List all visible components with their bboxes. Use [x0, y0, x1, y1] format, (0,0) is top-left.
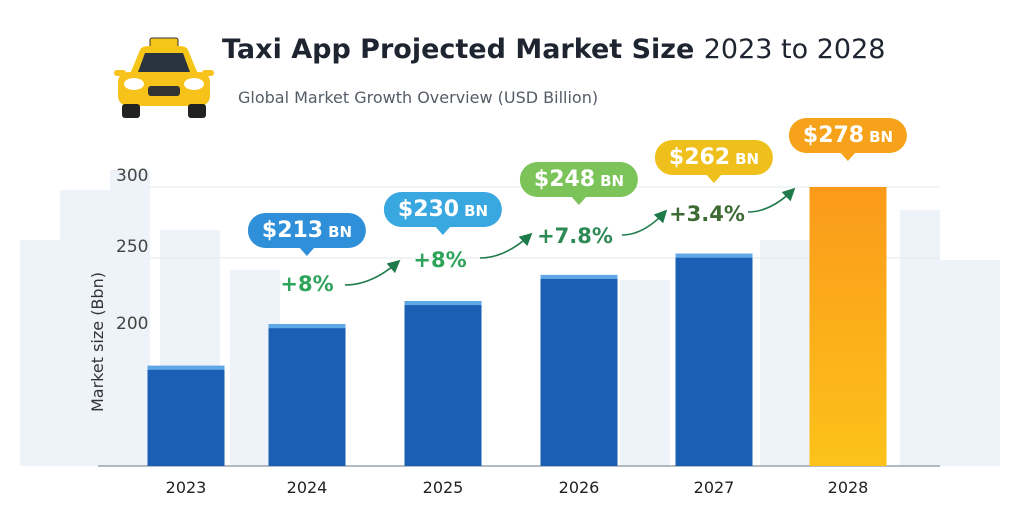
- taxi-car-icon: [114, 37, 214, 118]
- bar-2024: [268, 324, 346, 466]
- y-tick-label: 200: [116, 314, 149, 334]
- growth-arrow-icon: [621, 209, 668, 236]
- value-callout: $213 BN: [247, 213, 367, 256]
- callout-unit: BN: [600, 172, 625, 190]
- value-callout: $278 BN: [788, 118, 908, 161]
- y-tick-label: 250: [116, 237, 149, 257]
- bar-2026: [540, 274, 618, 466]
- bar-2028: [809, 187, 887, 466]
- growth-label: +8%: [280, 272, 334, 296]
- callout-value: $213: [261, 218, 324, 243]
- bar-cap: [147, 365, 225, 370]
- callout-value: $262: [668, 145, 731, 170]
- x-tick-label: 2028: [827, 478, 869, 497]
- chart-subtitle: Global Market Growth Overview (USD Billi…: [238, 88, 599, 107]
- bar-cap: [675, 253, 753, 258]
- x-tick-label: 2026: [558, 478, 600, 497]
- bar-2025: [404, 301, 482, 466]
- chart-title: Taxi App Projected Market Size 2023 to 2…: [222, 34, 886, 65]
- growth-label: +8%: [413, 248, 467, 272]
- growth-arrow-icon: [747, 187, 796, 213]
- callout-value: $248: [533, 167, 596, 192]
- value-callout: $248 BN: [519, 162, 639, 205]
- callout-value: $230: [397, 197, 460, 222]
- bar-cap: [404, 301, 482, 306]
- growth-arrow-icon: [479, 232, 533, 259]
- callout-unit: BN: [735, 150, 760, 168]
- callout-value: $278: [802, 123, 865, 148]
- callout-unit: BN: [869, 128, 894, 146]
- y-tick-label: 300: [116, 166, 149, 186]
- bar-cap: [268, 324, 346, 329]
- x-tick-label: 2025: [422, 478, 464, 497]
- value-callout: $230 BN: [383, 192, 503, 235]
- x-tick-label: 2027: [693, 478, 735, 497]
- x-tick-label: 2024: [286, 478, 328, 497]
- callout-unit: BN: [464, 202, 489, 220]
- growth-arrow-icon: [344, 259, 401, 286]
- callout-unit: BN: [328, 223, 353, 241]
- bar-2027: [675, 253, 753, 466]
- bar-2023: [147, 365, 225, 466]
- x-tick-label: 2023: [165, 478, 207, 497]
- growth-label: +3.4%: [669, 202, 745, 226]
- bar-cap: [540, 274, 618, 279]
- growth-label: +7.8%: [537, 224, 613, 248]
- value-callout: $262 BN: [654, 140, 774, 183]
